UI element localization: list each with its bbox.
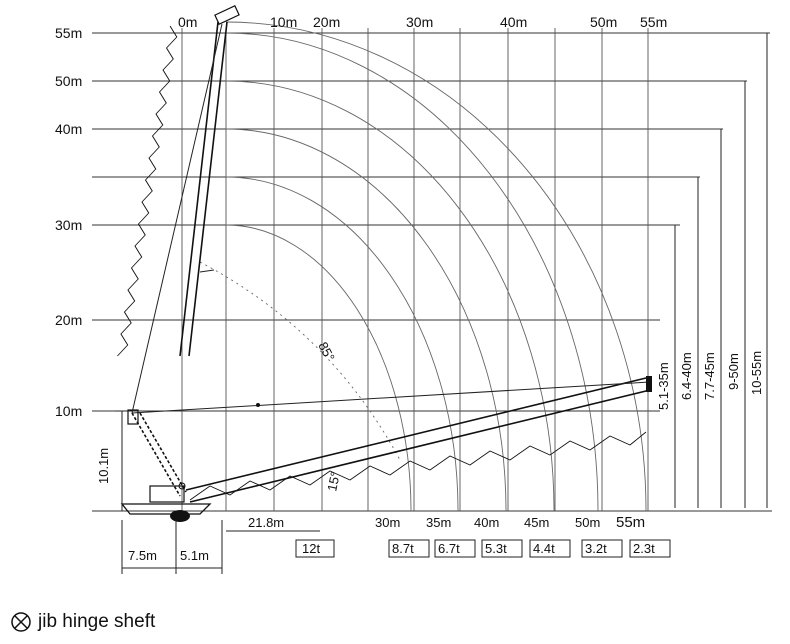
- jib-chord-bottom: [189, 389, 651, 503]
- load-box: [629, 539, 671, 558]
- radius-row: 30m 35m 40m 45m 50m 55m: [375, 514, 645, 531]
- top-axis-label: 0m: [178, 14, 197, 30]
- cab: [149, 485, 185, 503]
- luffing-path: [199, 261, 401, 461]
- left-axis-label: 10m: [55, 403, 82, 419]
- load-box: [388, 539, 430, 558]
- angle-label-raised: 85°: [315, 339, 337, 363]
- load-box: [434, 539, 476, 558]
- top-axis-label: 50m: [590, 14, 617, 30]
- range-label: 10-55m: [749, 351, 764, 395]
- jib-chord-left: [179, 21, 219, 357]
- crane-working-range-diagram: 0m 10m 20m 30m 40m 50m 55m 55m 50m 40m 3…: [55, 5, 772, 574]
- grid: [92, 28, 772, 512]
- radius-label: 30m: [375, 515, 400, 530]
- load-value: 5.3t: [485, 541, 507, 556]
- left-axis-label: 50m: [55, 73, 82, 89]
- radius-label: 55m: [616, 514, 645, 531]
- top-axis: 0m 10m 20m 30m 40m 50m 55m: [178, 14, 667, 30]
- top-axis-label: 30m: [406, 14, 433, 30]
- reach-arc-50m: [225, 32, 599, 512]
- load-box: [581, 539, 623, 558]
- jib-chord-top: [185, 377, 647, 491]
- rear-offset-label: 7.5m: [128, 548, 157, 563]
- left-axis-label: 40m: [55, 121, 82, 137]
- range-label: 6.4-40m: [679, 352, 694, 400]
- load-value: 4.4t: [533, 541, 555, 556]
- radius-label: 50m: [575, 515, 600, 530]
- jib-lowered-15deg: [131, 376, 652, 503]
- left-axis: 55m 50m 40m 30m 20m 10m: [55, 25, 82, 419]
- dimensions: 10.1m 7.5m 5.1m 21.8m: [96, 410, 320, 574]
- reach-arcs: [199, 21, 647, 512]
- min-radius-label: 21.8m: [248, 515, 284, 530]
- range-label: 7.7-45m: [702, 352, 717, 400]
- jib-raised-85deg: [117, 5, 240, 414]
- legend: jib hinge sheft: [10, 611, 155, 633]
- mast-head: [127, 409, 139, 425]
- left-axis-label: 20m: [55, 312, 82, 328]
- top-axis-label: 40m: [500, 14, 527, 30]
- reach-arc-40m: [225, 128, 507, 512]
- load-value: 2.3t: [633, 541, 655, 556]
- left-axis-label: 30m: [55, 217, 82, 233]
- load-value: 6.7t: [438, 541, 460, 556]
- jib-hinge-marker: [178, 482, 186, 490]
- slew-base: [170, 510, 190, 522]
- jib-head: [214, 5, 240, 25]
- reach-arc-45m: [225, 80, 555, 512]
- radius-label: 40m: [474, 515, 499, 530]
- top-axis-label: 55m: [640, 14, 667, 30]
- cable-node: [256, 403, 260, 407]
- radius-label: 45m: [524, 515, 549, 530]
- top-axis-label: 10m: [270, 14, 297, 30]
- top-axis-label: 20m: [313, 14, 340, 30]
- radius-label: 35m: [426, 515, 451, 530]
- load-value: 8.7t: [392, 541, 414, 556]
- stay-cable: [131, 381, 651, 414]
- reach-arc-30m: [225, 224, 412, 512]
- load-box: [529, 539, 571, 558]
- range-label: 9-50m: [726, 353, 741, 390]
- jib-tip: [646, 376, 652, 392]
- min-radius-load: 12t: [302, 541, 320, 556]
- range-label: 5.1-35m: [656, 362, 671, 410]
- range-dimensions: 5.1-35m 6.4-40m 7.7-45m 9-50m 10-55m: [656, 33, 768, 508]
- load-value: 3.2t: [585, 541, 607, 556]
- front-offset-label: 5.1m: [180, 548, 209, 563]
- luffing-marker: [199, 269, 215, 273]
- mast: [131, 412, 181, 497]
- jib-chord-right: [188, 21, 228, 357]
- jib-lacing: [117, 25, 178, 357]
- left-axis-label: 55m: [55, 25, 82, 41]
- mast-inner: [139, 412, 187, 493]
- reach-arc-35m: [225, 176, 459, 512]
- reach-arc-55m: [225, 21, 647, 512]
- load-box: [481, 539, 523, 558]
- angle-label-lowered: 15°: [324, 470, 343, 492]
- jib-lacing-lower: [189, 431, 647, 501]
- pivot-height-label: 10.1m: [96, 448, 111, 484]
- luffing-cable: [131, 23, 223, 414]
- crane-body: [120, 409, 212, 522]
- load-box: [295, 539, 335, 558]
- turntable: [120, 503, 212, 515]
- legend-label: jib hinge sheft: [38, 611, 156, 632]
- load-row: 12t 8.7t 6.7t 5.3t 4.4t 3.2t 2.3t: [295, 539, 671, 558]
- jib-hinge-icon: [11, 612, 31, 632]
